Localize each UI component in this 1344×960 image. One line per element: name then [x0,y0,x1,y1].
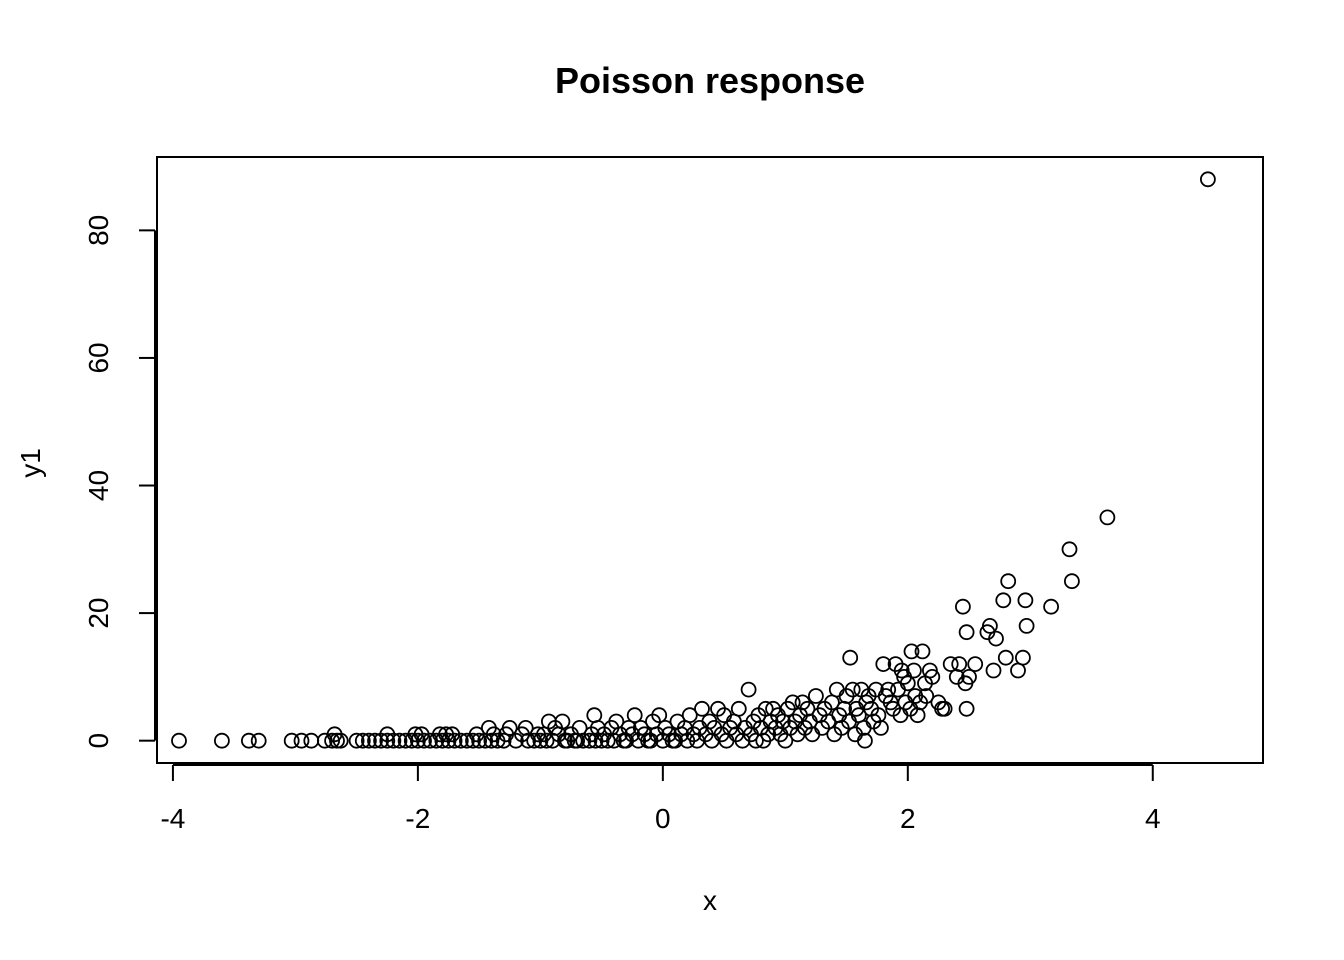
data-point [293,732,310,749]
data-point [171,732,187,749]
data-point [1064,573,1080,590]
data-point [875,656,892,672]
data-point [828,681,845,698]
data-point [538,732,555,749]
data-point [681,707,698,724]
data-point [961,669,977,685]
x-axis: -4 -2 0 2 4 [160,764,1161,834]
data-point [348,732,365,749]
data-point [808,688,824,704]
data-point [967,656,984,672]
y-tick-label: 40 [83,470,114,501]
data-point [958,624,975,641]
data-point [982,618,998,634]
data-point [586,707,603,724]
data-point [730,700,747,717]
x-tick-label: 0 [655,803,671,834]
data-point [899,675,916,692]
data-point [517,720,534,736]
data-point [995,592,1012,609]
data-point [844,681,861,698]
y-axis-label: y1 [15,448,46,478]
data-point [997,649,1014,666]
x-tick-label: 4 [1145,803,1161,834]
data-point [250,732,267,749]
data-point [1000,573,1017,590]
y-tick-label: 20 [83,598,114,629]
data-point [1018,618,1035,634]
y-tick-label: 80 [83,215,114,246]
data-point [942,656,959,672]
data-point [554,713,571,730]
data-point [240,732,257,749]
data-point [379,726,396,743]
data-point [452,732,469,749]
data-point [903,643,920,660]
data-point [740,681,757,698]
data-point [651,707,668,724]
data-point [842,649,859,666]
data-point [1061,541,1078,558]
x-tick-label: -4 [160,803,185,834]
x-axis-label: x [703,885,717,916]
data-point [918,688,935,704]
data-point [857,732,873,749]
data-point [951,656,968,672]
data-point [213,732,230,749]
data-point [955,598,971,615]
data-point [873,720,889,736]
y-tick-label: 60 [83,342,114,373]
data-point [988,630,1004,647]
data-point [924,669,941,685]
data-point [391,732,408,749]
data-point [936,700,953,717]
data-point [906,662,922,679]
data-point [914,643,931,660]
data-point [626,707,643,724]
x-tick-label: 2 [900,803,916,834]
data-point [694,700,710,717]
data-point [501,720,518,736]
data-points [171,171,1216,749]
data-point [784,694,801,711]
data-point [1099,509,1116,526]
data-point [354,732,371,749]
data-point [303,732,320,749]
data-point [332,732,349,749]
data-point [1200,171,1216,188]
data-point [283,732,300,749]
y-tick-label: 0 [83,733,114,749]
data-point [985,662,1002,679]
data-point [958,700,975,717]
chart-title: Poisson response [555,60,865,101]
data-point [1017,592,1034,609]
data-point [379,732,396,749]
data-point [360,732,377,749]
x-tick-label: -2 [405,803,430,834]
data-point [1043,598,1059,615]
plot-frame [156,156,1264,764]
y-axis: 0 20 40 60 80 [83,215,156,749]
data-point [416,732,432,749]
data-point [367,732,383,749]
data-point [1015,649,1031,666]
